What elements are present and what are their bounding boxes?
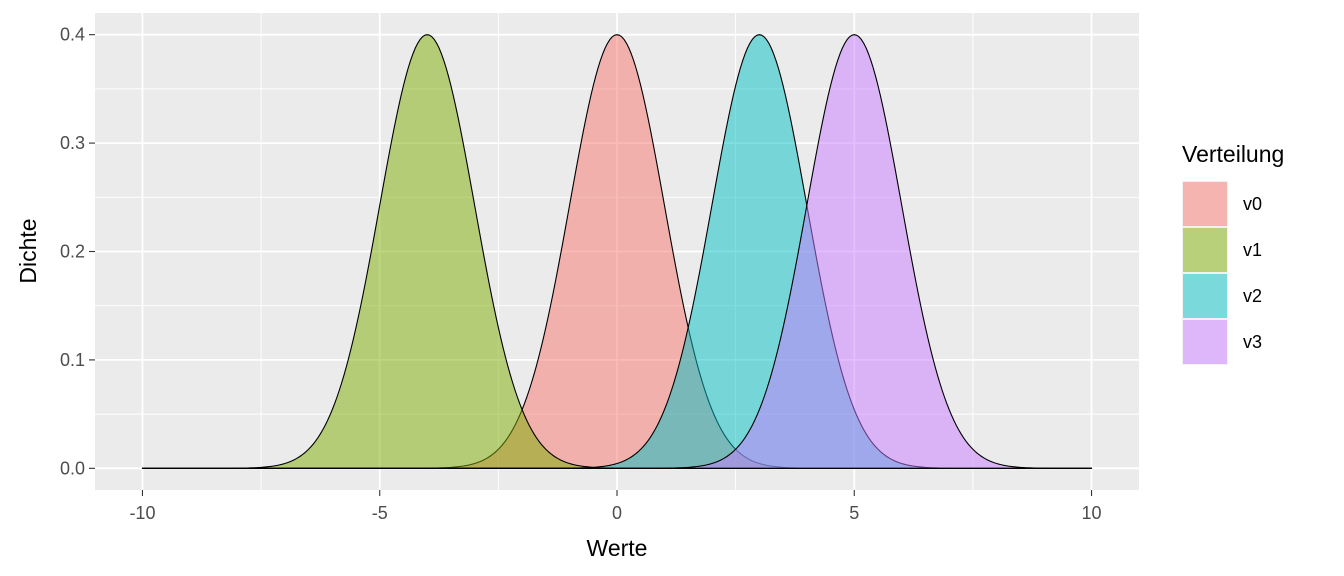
legend-key-v3 (1183, 320, 1227, 364)
x-tick-label: -10 (129, 503, 155, 523)
y-tick-label: 0.1 (60, 350, 85, 370)
y-tick-label: 0.3 (60, 133, 85, 153)
x-axis-title: Werte (587, 535, 648, 561)
legend-key-v2 (1183, 274, 1227, 318)
y-tick-label: 0.0 (60, 458, 85, 478)
legend-key-v1 (1183, 228, 1227, 272)
legend-key-v0 (1183, 182, 1227, 226)
axes: -10 -5 0 5 10 0.0 0.1 0.2 0.3 0.4 (60, 25, 1102, 523)
x-tick-label: -5 (372, 503, 388, 523)
legend-label-v3: v3 (1243, 332, 1262, 352)
legend-label-v2: v2 (1243, 286, 1262, 306)
legend-label-v1: v1 (1243, 240, 1262, 260)
legend: Verteilung v0 v1 v2 v3 (1182, 141, 1284, 365)
x-tick-label: 5 (849, 503, 859, 523)
y-tick-label: 0.2 (60, 242, 85, 262)
legend-items: v0 v1 v2 v3 (1182, 181, 1262, 365)
y-axis-title: Dichte (15, 218, 41, 283)
legend-title: Verteilung (1182, 141, 1284, 167)
density-curves (141, 34, 1093, 469)
density-area-v3 (141, 34, 1093, 469)
x-tick-label: 0 (612, 503, 622, 523)
legend-label-v0: v0 (1243, 194, 1262, 214)
y-tick-label: 0.4 (60, 25, 85, 45)
x-tick-label: 10 (1082, 503, 1102, 523)
